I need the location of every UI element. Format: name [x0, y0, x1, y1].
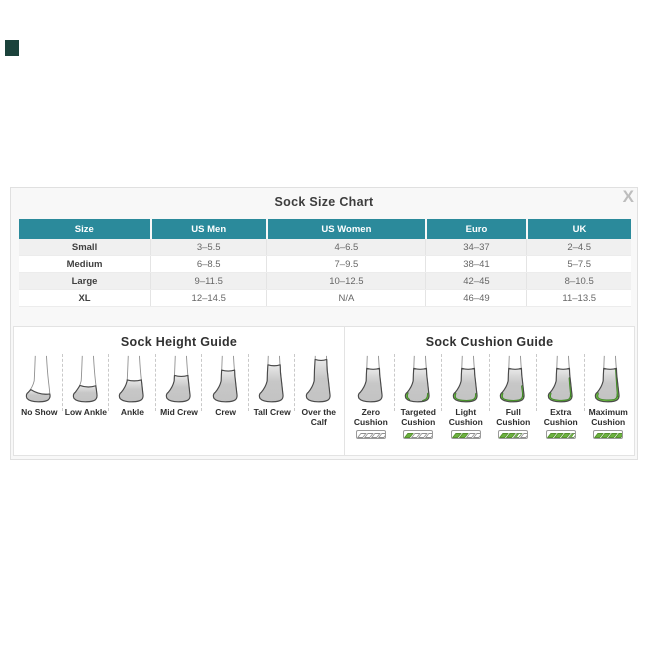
table-row: Large 9–11.5 10–12.5 42–45 8–10.5	[19, 272, 631, 290]
guide-item-label: Full Cushion	[496, 407, 531, 428]
size-value-cell: 3–5.5	[150, 239, 268, 256]
table-row: Medium 6–8.5 7–9.5 38–41 5–7.5	[19, 255, 631, 273]
cushion-level-meter	[593, 430, 624, 440]
size-value-cell: 6–8.5	[150, 255, 268, 273]
size-label-cell: Small	[19, 239, 152, 256]
guides-panel: Sock Height Guide No Show Low Ankle Ankle M…	[13, 326, 635, 456]
guide-item: Mid Crew	[156, 351, 203, 427]
guide-item: Targeted Cushion	[395, 351, 443, 440]
size-value-cell: N/A	[266, 289, 427, 307]
cushion-level-meter	[545, 430, 576, 440]
table-row: XL 12–14.5 N/A 46–49 11–13.5	[19, 289, 631, 307]
guide-item-label: Low Ankle	[64, 407, 107, 417]
guide-item: Maximum Cushion	[585, 351, 632, 440]
size-value-cell: 2–4.5	[526, 239, 631, 256]
modal-title: Sock Size Chart	[274, 195, 374, 209]
brand-logo-mark	[5, 40, 19, 56]
size-label-cell: Medium	[19, 255, 152, 273]
sock-cushion-guide: Sock Cushion Guide Zero Cushion Targeted …	[345, 327, 634, 455]
guide-item: Zero Cushion	[347, 351, 396, 440]
sock-light-cushion-icon	[452, 355, 478, 403]
size-value-cell: 4–6.5	[266, 239, 427, 256]
guide-item-label: No Show	[21, 407, 58, 417]
sock-size-table: Size US Men US Women Euro UK Small 3–5.5 4–6.5…	[19, 219, 631, 307]
size-value-cell: 9–11.5	[150, 272, 268, 290]
table-header-row: Size US Men US Women Euro UK	[19, 219, 631, 239]
guide-item-label: Over the Calf	[301, 407, 337, 428]
sock-full-cushion-icon	[500, 355, 525, 403]
guide-item: Low Ankle	[63, 351, 110, 427]
guide-item: Crew	[202, 351, 249, 427]
close-icon[interactable]: X	[622, 187, 634, 206]
sock-crew-icon	[212, 355, 238, 403]
sock-low-ankle-icon	[72, 355, 98, 403]
sock-height-guide: Sock Height Guide No Show Low Ankle Ankle M…	[14, 327, 346, 455]
cushion-level-meter	[450, 430, 481, 440]
table-row: Small 3–5.5 4–6.5 34–37 2–4.5	[19, 239, 631, 256]
guide-item-label: Extra Cushion	[543, 407, 578, 428]
guide-item: Light Cushion	[442, 351, 491, 440]
size-value-cell: 12–14.5	[150, 289, 268, 307]
size-value-cell: 10–12.5	[266, 272, 427, 290]
guide-item-label: Crew	[215, 407, 236, 417]
sock-maximum-cushion-icon	[595, 355, 620, 403]
cushion-level-meter	[498, 430, 529, 440]
guide-item-label: Maximum Cushion	[588, 407, 628, 428]
sock-size-chart-modal: Sock Size Chart X Size US Men US Women Euro…	[10, 187, 638, 460]
column-header: UK	[526, 219, 631, 239]
guide-item-label: Tall Crew	[253, 407, 291, 417]
sock-tall-crew-icon	[258, 355, 284, 403]
height-guide-title: Sock Height Guide	[120, 335, 238, 349]
sock-no-show-icon	[26, 355, 51, 403]
cushion-level-meter	[355, 430, 386, 440]
guide-item-label: Targeted Cushion	[400, 407, 436, 428]
sock-extra-cushion-icon	[547, 355, 573, 403]
size-value-cell: 7–9.5	[266, 255, 427, 273]
column-header: US Men	[150, 219, 268, 239]
guide-item: Ankle	[109, 351, 156, 427]
guide-item: No Show	[16, 351, 63, 427]
size-value-cell: 11–13.5	[526, 289, 631, 307]
sock-zero-cushion-icon	[357, 355, 383, 403]
size-label-cell: Large	[19, 272, 152, 290]
guide-item: Tall Crew	[249, 351, 296, 427]
sock-ankle-icon	[119, 355, 145, 403]
sock-over-the-calf-icon	[305, 355, 331, 403]
size-label-cell: XL	[19, 289, 152, 307]
column-header: US Women	[266, 219, 427, 239]
sock-mid-crew-icon	[165, 355, 191, 403]
cushion-level-meter	[403, 430, 434, 440]
cushion-guide-title: Sock Cushion Guide	[425, 335, 554, 349]
guide-item-label: Ankle	[120, 407, 145, 417]
guide-item-label: Mid Crew	[160, 407, 198, 417]
size-value-cell: 38–41	[425, 255, 528, 273]
size-value-cell: 42–45	[425, 272, 528, 290]
size-value-cell: 8–10.5	[526, 272, 631, 290]
column-header: Size	[19, 219, 152, 239]
guide-item-label: Zero Cushion	[353, 407, 388, 428]
size-value-cell: 5–7.5	[526, 255, 631, 273]
size-value-cell: 34–37	[425, 239, 528, 256]
guide-item-label: Light Cushion	[448, 407, 483, 428]
guide-item: Over the Calf	[295, 351, 342, 427]
guide-item: Full Cushion	[490, 351, 538, 440]
size-value-cell: 46–49	[425, 289, 528, 307]
sock-targeted-cushion-icon	[405, 355, 430, 403]
column-header: Euro	[425, 219, 528, 239]
guide-item: Extra Cushion	[537, 351, 585, 440]
